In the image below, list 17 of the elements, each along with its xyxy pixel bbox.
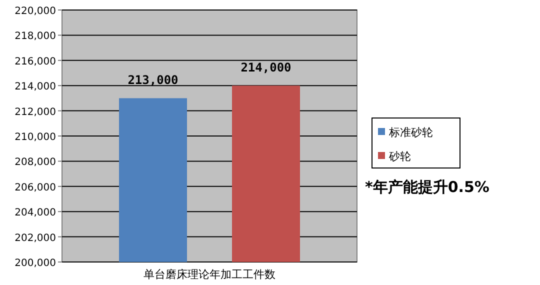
y-tick-label: 204,000: [14, 208, 56, 219]
data-label: 214,000: [240, 60, 292, 75]
y-tick-label: 220,000: [14, 6, 56, 17]
text: *年产能提升0.5%: [365, 178, 490, 196]
y-tick-label: 212,000: [14, 106, 56, 118]
x-tick-label: 单台磨床理论年加工工件数: [144, 268, 276, 281]
y-tick-label: 210,000: [14, 132, 56, 143]
legend-label: 砂轮: [388, 150, 411, 163]
y-tick-label: 218,000: [14, 31, 56, 42]
legend-label: 标准砂轮: [388, 126, 433, 139]
y-tick-label: 208,000: [14, 157, 56, 168]
y-tick-label: 202,000: [14, 232, 56, 244]
data-label: 213,000: [128, 73, 178, 88]
y-tick-label: 200,000: [14, 258, 56, 269]
y-tick-label: 206,000: [14, 182, 56, 194]
y-tick-label: 214,000: [14, 82, 56, 93]
y-tick-label: 216,000: [14, 56, 56, 68]
